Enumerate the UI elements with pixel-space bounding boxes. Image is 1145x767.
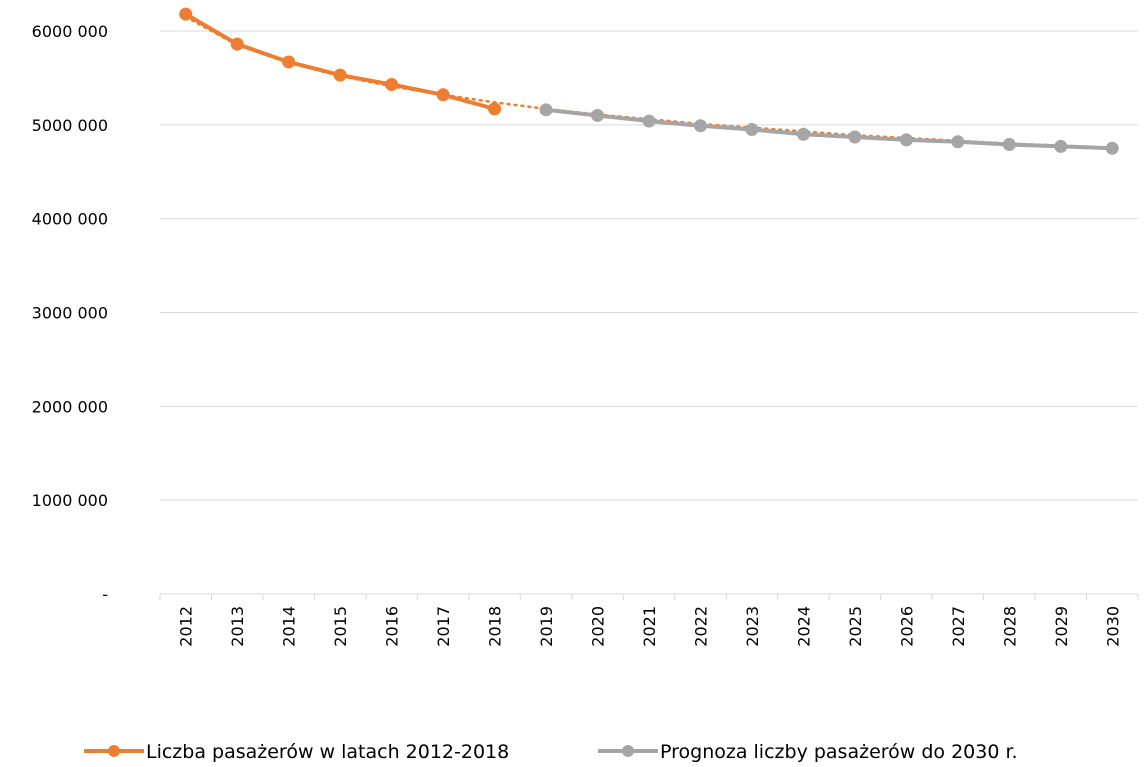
legend-swatch-marker-forecast <box>622 745 634 757</box>
data-point <box>1054 139 1068 153</box>
x-tick-label: 2012 <box>177 606 196 647</box>
data-point <box>385 77 399 91</box>
data-point <box>1002 138 1016 152</box>
data-point <box>282 55 296 69</box>
data-point <box>230 37 244 51</box>
series-line-1 <box>545 107 1113 151</box>
series-group <box>179 7 1119 155</box>
data-point <box>333 68 347 82</box>
x-tick-label: 2028 <box>1000 606 1019 647</box>
y-axis-ticks: - 1000 000 2000 000 3000 000 4000 000 5000 00… <box>32 22 108 604</box>
x-tick-label: 2029 <box>1052 606 1071 647</box>
y-tick-label: 2000 000 <box>32 397 108 416</box>
x-tick-label: 2026 <box>897 606 916 647</box>
y-tick-label: 1000 000 <box>32 491 108 510</box>
y-tick-label: 6000 000 <box>32 22 108 41</box>
data-point <box>848 130 862 144</box>
data-point <box>745 123 759 137</box>
x-tick-label: 2014 <box>280 606 299 647</box>
legend-item-forecast: Prognoza liczby pasażerów do 2030 r. <box>598 741 1018 763</box>
legend-swatch-marker-historical <box>108 745 120 757</box>
trendline-path <box>184 15 1114 150</box>
x-tick-label: 2024 <box>794 606 813 647</box>
x-tick-label: 2017 <box>434 606 453 647</box>
x-tick-label: 2027 <box>949 606 968 647</box>
x-tick-label: 2018 <box>486 606 505 647</box>
legend-label-forecast: Prognoza liczby pasażerów do 2030 r. <box>660 741 1018 763</box>
series-0 <box>179 7 502 116</box>
series-1 <box>539 103 1119 155</box>
x-tick-label: 2030 <box>1103 606 1122 647</box>
x-tick-label: 2025 <box>846 606 865 647</box>
x-tick-label: 2016 <box>383 606 402 647</box>
x-tick-label: 2021 <box>640 606 659 647</box>
data-point <box>951 135 965 149</box>
data-point <box>1105 141 1119 155</box>
y-tick-label: 3000 000 <box>32 304 108 323</box>
legend: Liczba pasażerów w latach 2012-2018 Prog… <box>84 741 1018 763</box>
x-tick-label: 2022 <box>691 606 710 647</box>
x-tick-label: 2013 <box>228 606 247 647</box>
y-tick-label: - <box>102 585 108 604</box>
data-point <box>488 102 502 116</box>
x-tick-label: 2019 <box>537 606 556 647</box>
x-tick-label: 2020 <box>589 606 608 647</box>
data-point <box>436 88 450 102</box>
data-point <box>539 103 553 117</box>
data-point <box>591 108 605 122</box>
y-tick-label: 5000 000 <box>32 116 108 135</box>
grid-lines <box>160 30 1138 501</box>
data-point <box>899 133 913 147</box>
data-point <box>179 7 193 21</box>
x-tick-label: 2015 <box>331 606 350 647</box>
x-tick-label: 2023 <box>743 606 762 647</box>
data-point <box>642 114 656 128</box>
legend-label-historical: Liczba pasażerów w latach 2012-2018 <box>146 741 509 763</box>
legend-item-historical: Liczba pasażerów w latach 2012-2018 <box>84 741 509 763</box>
trendline <box>184 15 1114 150</box>
data-point <box>796 127 810 141</box>
data-point <box>693 119 707 133</box>
y-tick-label: 4000 000 <box>32 210 108 229</box>
x-axis-ticks: 2012 2013 2014 2015 2016 2017 2018 2019 2020 2021… <box>159 594 1139 647</box>
